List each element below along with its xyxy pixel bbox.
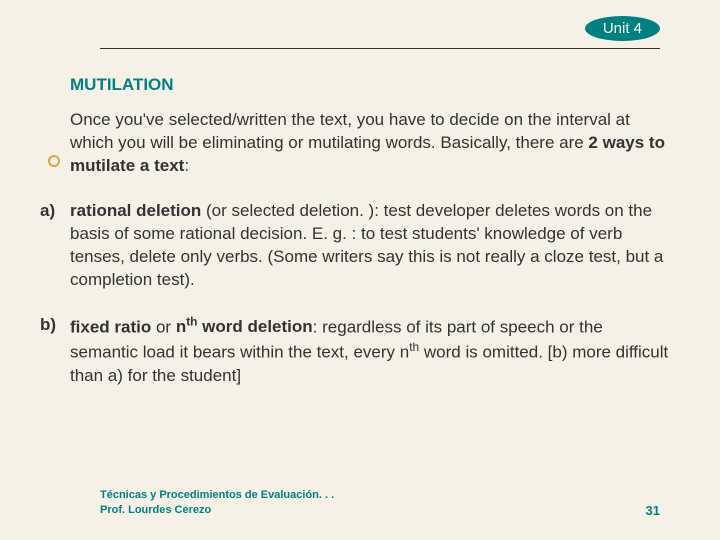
item-a-lead: rational deletion (70, 201, 201, 220)
item-b-rest-sup: th (409, 340, 419, 354)
list-item-a: a) rational deletion (or selected deleti… (70, 200, 670, 292)
unit-badge: Unit 4 (585, 16, 660, 41)
bullet-ring-icon (48, 155, 60, 167)
footer-credits: Técnicas y Procedimientos de Evaluación.… (100, 488, 334, 518)
item-b-lead2-sup: th (186, 315, 197, 329)
item-b-lead2-post: word deletion (197, 317, 312, 336)
unit-badge-text: Unit 4 (603, 20, 642, 37)
item-b-lead2-pre: n (176, 317, 186, 336)
page-number: 31 (646, 503, 660, 518)
item-b-lead2: nth word deletion (176, 317, 313, 336)
footer-line2: Prof. Lourdes Cerezo (100, 504, 211, 516)
list-body-b: fixed ratio or nth word deletion: regard… (70, 314, 670, 388)
slide: Unit 4 MUTILATION Once you've selected/w… (0, 0, 720, 540)
list-marker-b: b) (40, 314, 70, 388)
list-marker-a: a) (40, 200, 70, 292)
content-area: MUTILATION Once you've selected/written … (70, 75, 670, 388)
list-body-a: rational deletion (or selected deletion.… (70, 200, 670, 292)
footer: Técnicas y Procedimientos de Evaluación.… (100, 488, 660, 518)
footer-line1: Técnicas y Procedimientos de Evaluación.… (100, 489, 334, 501)
intro-text-plain: Once you've selected/written the text, y… (70, 110, 630, 152)
header-rule (100, 48, 660, 49)
item-b-mid1: or (151, 317, 176, 336)
section-title: MUTILATION (70, 75, 670, 95)
item-b-lead1: fixed ratio (70, 317, 151, 336)
intro-text-tail: : (184, 156, 189, 175)
intro-paragraph: Once you've selected/written the text, y… (70, 109, 670, 178)
list-item-b: b) fixed ratio or nth word deletion: reg… (70, 314, 670, 388)
